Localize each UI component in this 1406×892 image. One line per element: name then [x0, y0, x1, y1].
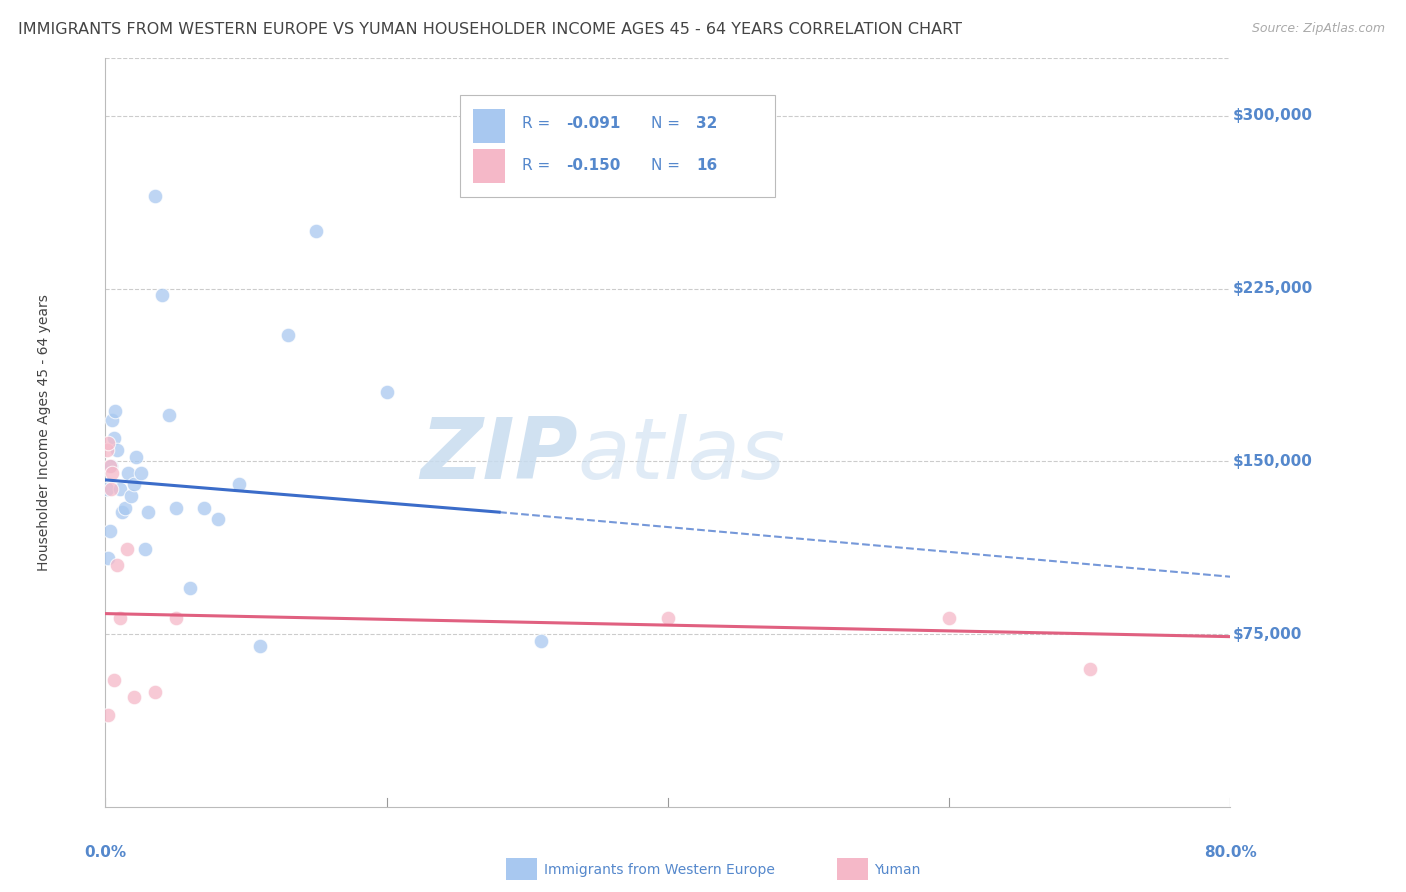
Text: -0.091: -0.091	[567, 117, 621, 131]
Point	[115, 542, 138, 557]
Point	[104, 403, 127, 417]
Point	[165, 611, 187, 625]
Point	[249, 639, 271, 653]
Point	[938, 611, 960, 625]
Point	[111, 505, 134, 519]
Point	[103, 431, 125, 445]
Point	[103, 673, 125, 688]
Text: N =: N =	[651, 158, 685, 173]
Point	[105, 442, 128, 457]
Text: ZIP: ZIP	[420, 414, 578, 497]
Point	[125, 450, 148, 464]
Point	[108, 482, 131, 496]
Point	[122, 477, 145, 491]
Text: IMMIGRANTS FROM WESTERN EUROPE VS YUMAN HOUSEHOLDER INCOME AGES 45 - 64 YEARS CO: IMMIGRANTS FROM WESTERN EUROPE VS YUMAN …	[18, 22, 962, 37]
Point	[117, 466, 139, 480]
Point	[96, 482, 118, 496]
Point	[150, 288, 173, 302]
Text: $225,000: $225,000	[1233, 281, 1313, 296]
Text: R =: R =	[522, 158, 555, 173]
Text: $300,000: $300,000	[1233, 108, 1312, 123]
Text: R =: R =	[522, 117, 555, 131]
Bar	[474, 109, 505, 143]
Text: 0.0%: 0.0%	[84, 845, 127, 860]
Point	[122, 690, 145, 704]
Point	[105, 558, 128, 573]
Point	[375, 385, 398, 400]
Point	[143, 189, 166, 203]
Text: $150,000: $150,000	[1233, 454, 1312, 469]
Point	[134, 542, 156, 557]
Text: Yuman: Yuman	[875, 863, 921, 877]
Point	[96, 442, 118, 457]
Point	[136, 505, 159, 519]
Text: 16: 16	[696, 158, 717, 173]
Point	[228, 477, 250, 491]
Point	[97, 708, 120, 723]
Point	[657, 611, 679, 625]
Bar	[474, 149, 505, 183]
Point	[98, 524, 121, 538]
Point	[129, 466, 152, 480]
Point	[277, 327, 299, 342]
Text: Immigrants from Western Europe: Immigrants from Western Europe	[544, 863, 775, 877]
Point	[100, 482, 122, 496]
Text: Householder Income Ages 45 - 64 years: Householder Income Ages 45 - 64 years	[37, 294, 51, 571]
Point	[101, 466, 124, 480]
Point	[530, 634, 553, 648]
Point	[544, 120, 567, 135]
Point	[100, 458, 122, 473]
Point	[193, 500, 215, 515]
Point	[165, 500, 187, 515]
Text: 80.0%: 80.0%	[1204, 845, 1257, 860]
Point	[179, 581, 201, 595]
Point	[143, 685, 166, 699]
Point	[101, 413, 124, 427]
Text: Source: ZipAtlas.com: Source: ZipAtlas.com	[1251, 22, 1385, 36]
Point	[97, 436, 120, 450]
Point	[157, 409, 180, 423]
Point	[97, 551, 120, 566]
Point	[305, 224, 328, 238]
Point	[114, 500, 136, 515]
Text: $75,000: $75,000	[1233, 627, 1302, 642]
Text: N =: N =	[651, 117, 685, 131]
Point	[98, 458, 121, 473]
Point	[108, 611, 131, 625]
Point	[1078, 662, 1101, 676]
Point	[207, 512, 229, 526]
Text: atlas: atlas	[578, 414, 786, 497]
Point	[120, 489, 142, 503]
FancyBboxPatch shape	[460, 95, 775, 196]
Text: 32: 32	[696, 117, 717, 131]
Text: -0.150: -0.150	[567, 158, 621, 173]
